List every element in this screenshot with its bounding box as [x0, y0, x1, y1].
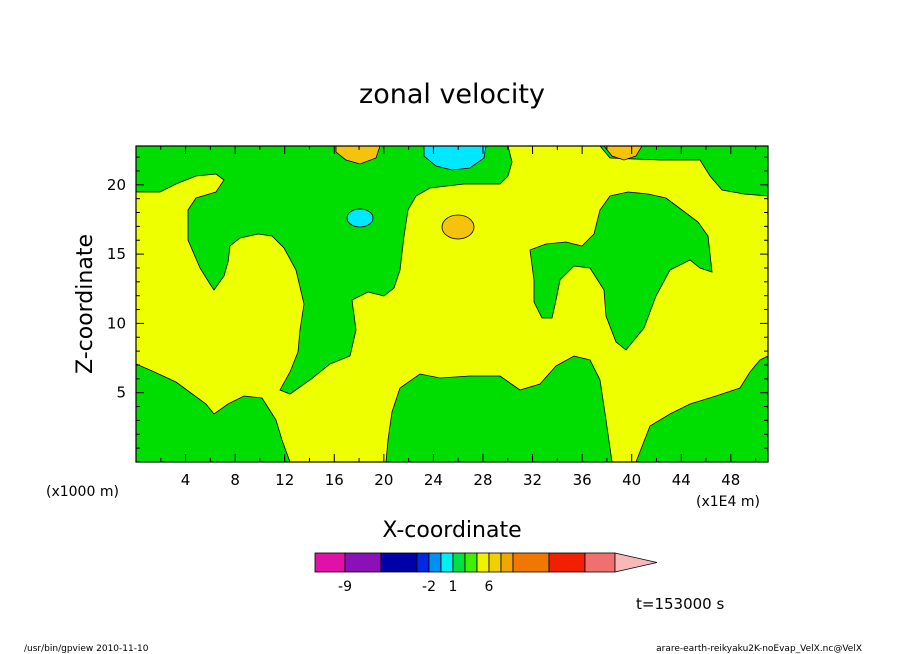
colorbar-segment: [428, 552, 442, 573]
colorbar-segment: [584, 552, 616, 573]
colorbar-segment: [416, 552, 430, 573]
x-unit-right: (x1E4 m): [696, 494, 760, 510]
contour-region-cyan-top: [423, 146, 487, 171]
colorbar-segment: [512, 552, 550, 573]
colorbar-label: -2: [422, 579, 436, 595]
x-tick-label: 12: [275, 471, 294, 489]
x-tick-label: 36: [573, 471, 592, 489]
y-tick-label: 15: [107, 245, 126, 263]
x-tick-marks: 4 8 12 16 20 24 28 32 36 40 44 48: [160, 146, 757, 489]
x-tick-label: 40: [622, 471, 641, 489]
colorbar-segment: [548, 552, 586, 573]
contour-region-orange-mid: [441, 214, 475, 240]
colorbar-label: -9: [338, 579, 352, 595]
y-tick-label: 10: [107, 314, 126, 332]
y-tick-label: 20: [107, 176, 126, 194]
x-tick-label: 16: [325, 471, 344, 489]
plot-frame: [135, 145, 769, 463]
colorbar-segment: [464, 552, 478, 573]
contour-region-orange-top-right: [603, 146, 643, 161]
x-tick-label: 28: [473, 471, 492, 489]
y-tick-label: 5: [116, 384, 126, 402]
x-tick-label: 8: [230, 471, 240, 489]
colorbar-segment: [380, 552, 418, 573]
contour-region-green-right: [529, 191, 713, 351]
x-tick-label: 24: [424, 471, 443, 489]
x-axis-label: X-coordinate: [382, 518, 521, 543]
colorbar-segment: [344, 552, 382, 573]
footer-left: /usr/bin/gpview 2010-11-10: [24, 644, 149, 654]
colorbar-segment: [476, 552, 490, 573]
x-tick-label: 48: [721, 471, 740, 489]
x-tick-label: 20: [374, 471, 393, 489]
x-tick-label: 32: [523, 471, 542, 489]
x-unit-left: (x1000 m): [46, 484, 119, 500]
footer-right: arare-earth-reikyaku2K-noEvap_VelX.nc@Ve…: [656, 644, 862, 654]
colorbar-label: 6: [485, 579, 494, 595]
colorbar-segment: [452, 552, 466, 573]
contour-region-cyan-small: [346, 208, 374, 228]
colorbar-segment: [500, 552, 514, 573]
colorbar-segment: [314, 552, 346, 573]
contour-region-orange-top-left: [335, 146, 381, 165]
colorbar-segment: [488, 552, 502, 573]
colorbar-arrow: [614, 552, 658, 573]
chart-title: zonal velocity: [359, 79, 545, 110]
y-axis-label: Z-coordinate: [73, 234, 98, 374]
x-tick-label: 4: [181, 471, 191, 489]
x-tick-label: 44: [672, 471, 691, 489]
time-label: t=153000 s: [636, 595, 724, 613]
y-tick-marks: 5 10 15 20: [107, 156, 768, 449]
colorbar: -9 -2 1 6: [314, 552, 658, 595]
colorbar-segment: [440, 552, 454, 573]
colorbar-label: 1: [449, 579, 458, 595]
